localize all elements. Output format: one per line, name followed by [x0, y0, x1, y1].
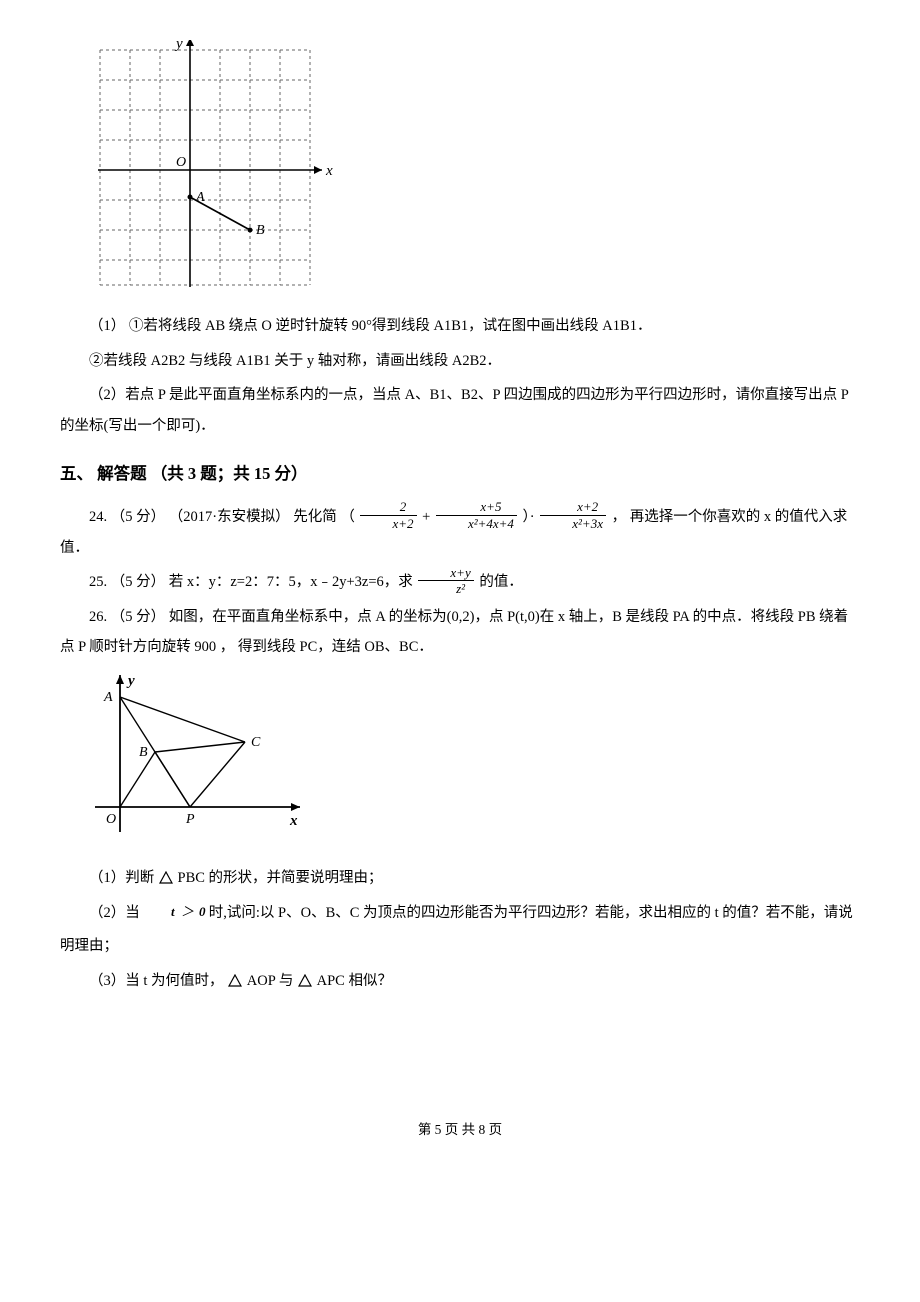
q26-p2-pre: （2）当	[89, 905, 140, 921]
q25: 25. （5 分） 若 x：y：z=2：7：5，x﹣2y+3z=6，求 x+y …	[60, 567, 860, 598]
section-5-heading: 五、 解答题 （共 3 题；共 15 分）	[60, 457, 860, 492]
q23-part1: （1） ①若将线段 AB 绕点 O 逆时针旋转 90°得到线段 A1B1，试在图…	[60, 311, 860, 341]
triangle-icon	[159, 871, 173, 884]
triangle-icon	[298, 974, 312, 987]
q26-p3-mid: AOP 与	[247, 973, 297, 989]
q26-p2: （2）当t＞0时,试问:以 P、O、B、C 为顶点的四边形能否为平行四边形？若能…	[60, 898, 860, 962]
q26-p3: （3）当 t 为何值时， AOP 与 APC 相似？	[60, 966, 860, 996]
q24: 24. （5 分） （2017·东安模拟） 先化简 （ 2 x+2 + x+5 …	[60, 502, 860, 563]
q24-frac3: x+2 x²+3x	[540, 500, 606, 530]
t-gt-0-inline: t ＞ 0	[140, 901, 209, 931]
q24-prefix: 24. （5 分） （2017·东安模拟） 先化简 （	[89, 509, 355, 525]
q23-part2: ②若线段 A2B2 与线段 A1B1 关于 y 轴对称，请画出线段 A2B2．	[60, 346, 860, 376]
svg-text:C: C	[251, 735, 261, 750]
q25-prefix: 25. （5 分） 若 x：y：z=2：7：5，x﹣2y+3z=6，求	[89, 574, 416, 590]
svg-text:P: P	[185, 812, 195, 827]
q26-p3-pre: （3）当 t 为何值时，	[89, 973, 227, 989]
figure-grid: y x O A B	[60, 40, 860, 301]
q25-frac: x+y z²	[418, 566, 473, 596]
q26-p1-pre: （1）判断	[89, 870, 158, 886]
svg-text:0: 0	[199, 904, 206, 919]
svg-text:x: x	[325, 163, 333, 179]
svg-text:y: y	[174, 40, 183, 52]
q26-p1-post: PBC 的形状，并简要说明理由；	[178, 870, 383, 886]
svg-text:O: O	[176, 155, 186, 170]
svg-text:x: x	[289, 813, 298, 829]
q26-p3-post: APC 相似？	[317, 973, 392, 989]
q23-part3: （2）若点 P 是此平面直角坐标系内的一点，当点 A、B1、B2、P 四边围成的…	[60, 380, 860, 441]
svg-text:B: B	[256, 223, 265, 238]
grid-svg: y x O A B	[90, 40, 350, 290]
q24-mid: ）·	[523, 509, 539, 525]
q26-p1: （1）判断 PBC 的形状，并简要说明理由；	[60, 863, 860, 893]
q26-intro: 26. （5 分） 如图，在平面直角坐标系中，点 A 的坐标为(0,2)，点 P…	[60, 602, 860, 663]
triangle-icon	[228, 974, 242, 987]
svg-text:A: A	[195, 190, 205, 205]
svg-text:B: B	[139, 745, 148, 760]
q24-frac1: 2 x+2	[360, 500, 416, 530]
svg-text:y: y	[126, 673, 135, 689]
triangle-svg: A B C O Py x	[90, 667, 320, 842]
svg-text:＞: ＞	[181, 904, 194, 919]
page-footer: 第 5 页 共 8 页	[60, 1116, 860, 1144]
q24-plus: +	[422, 509, 434, 525]
svg-text:t: t	[171, 904, 175, 919]
q25-suffix: 的值．	[479, 574, 523, 590]
q24-frac2: x+5 x²+4x+4	[436, 500, 517, 530]
page: y x O A B （1） ①若将线段 AB 绕点 O 逆时针旋转 90°得到线段 A1…	[0, 0, 920, 1174]
svg-text:A: A	[103, 690, 113, 705]
figure-triangle: A B C O Py x	[60, 667, 860, 853]
svg-text:O: O	[106, 812, 116, 827]
